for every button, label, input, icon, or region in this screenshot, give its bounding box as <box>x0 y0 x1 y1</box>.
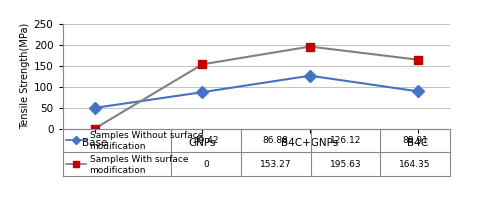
Text: 126.12: 126.12 <box>330 136 361 145</box>
Text: 164.35: 164.35 <box>400 160 431 169</box>
Text: 86.88: 86.88 <box>262 136 288 145</box>
Y-axis label: Tensile Strength(MPa): Tensile Strength(MPa) <box>20 23 30 129</box>
Text: 88.91: 88.91 <box>402 136 428 145</box>
Text: modification: modification <box>90 142 146 151</box>
Text: 0: 0 <box>203 160 209 169</box>
Text: modification: modification <box>90 166 146 175</box>
Text: 195.63: 195.63 <box>330 160 361 169</box>
Text: 153.27: 153.27 <box>260 160 292 169</box>
Text: 49.42: 49.42 <box>193 136 218 145</box>
Text: Samples With surface: Samples With surface <box>90 155 188 164</box>
Text: Samples Without surface: Samples Without surface <box>90 131 203 140</box>
